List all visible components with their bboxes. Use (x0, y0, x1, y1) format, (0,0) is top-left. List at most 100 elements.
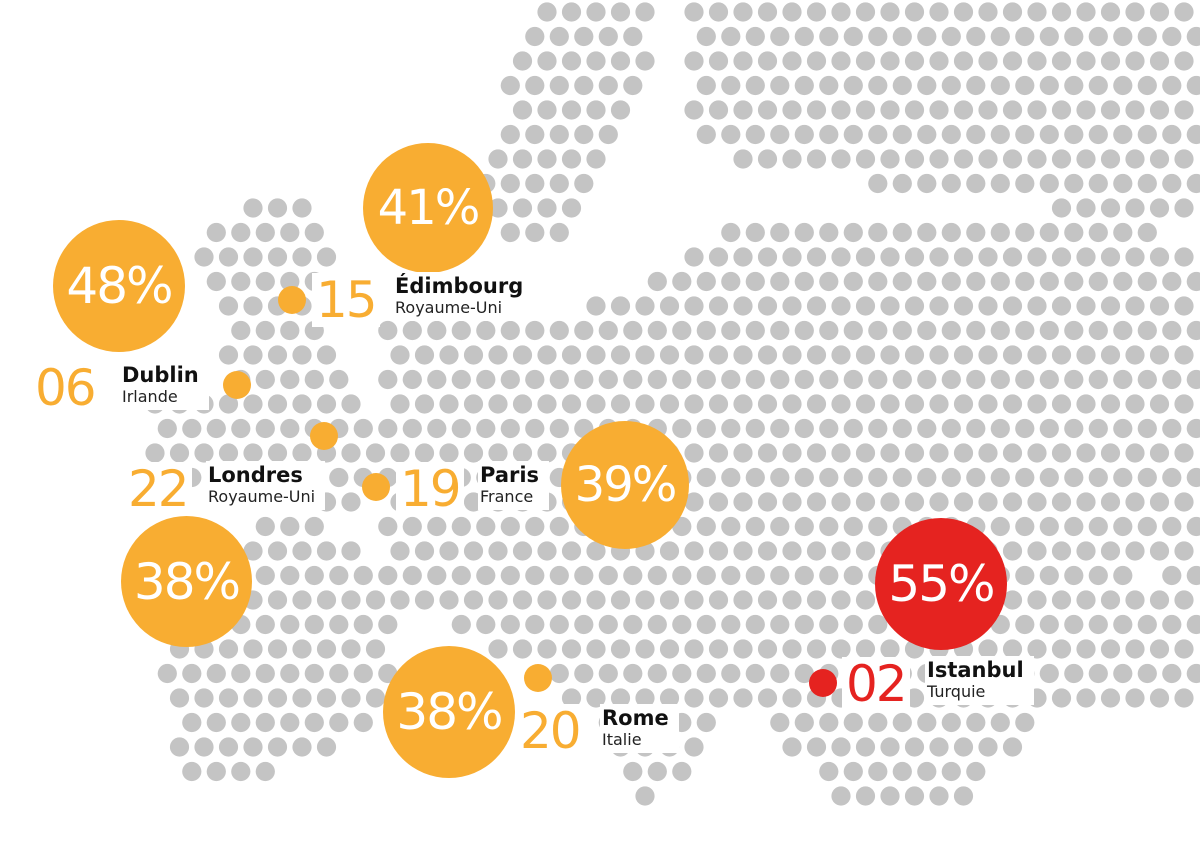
map-dot (782, 492, 802, 512)
londres-marker[interactable] (310, 422, 338, 450)
map-dot (990, 173, 1010, 194)
map-dot (243, 345, 263, 365)
map-dot (243, 688, 263, 708)
map-dot (169, 737, 190, 757)
map-dot (782, 149, 802, 169)
map-dot (941, 173, 961, 194)
map-dot (1039, 418, 1059, 439)
map-dot (610, 688, 631, 708)
map-dot (280, 222, 300, 243)
map-dot (990, 369, 1010, 390)
map-dot (672, 418, 692, 439)
map-dot (1186, 173, 1200, 194)
map-dot (549, 173, 569, 194)
map-dot (843, 761, 863, 782)
map-dot (1162, 26, 1182, 47)
map-dot (647, 369, 667, 390)
istanbul-marker[interactable] (809, 669, 837, 697)
map-dot (966, 320, 986, 341)
map-dot (978, 51, 998, 71)
map-dot (635, 296, 655, 316)
map-dot (917, 75, 937, 96)
map-dot (941, 26, 961, 47)
map-dot (770, 418, 790, 439)
map-dot (1113, 75, 1133, 96)
map-dot (512, 590, 533, 610)
map-dot (843, 75, 863, 96)
map-dot (721, 418, 741, 439)
map-dot (586, 51, 606, 71)
map-dot (880, 443, 900, 463)
londres-rank: 22 (124, 462, 192, 516)
map-dot (218, 688, 239, 708)
map-dot (1015, 369, 1035, 390)
map-dot (1162, 565, 1182, 586)
map-dot (770, 467, 790, 488)
map-dot (782, 51, 802, 71)
dublin-country-name: Irlande (122, 387, 178, 407)
map-dot (1039, 124, 1059, 145)
map-dot (880, 100, 900, 120)
map-dot (1100, 296, 1121, 316)
map-dot (990, 271, 1010, 292)
dublin-marker[interactable] (223, 371, 251, 399)
map-dot (390, 345, 410, 365)
map-dot (904, 786, 925, 806)
map-dot (525, 75, 545, 96)
map-dot (1039, 271, 1059, 292)
map-dot (586, 2, 606, 22)
map-dot (574, 565, 594, 586)
paris-marker[interactable] (362, 473, 390, 501)
map-dot (316, 590, 337, 610)
map-dot (635, 345, 655, 365)
map-dot (831, 786, 851, 806)
map-dot (855, 590, 876, 610)
map-dot (990, 320, 1010, 341)
map-dot (1137, 26, 1157, 47)
map-dot (488, 345, 508, 365)
map-dot (696, 369, 716, 390)
map-dot (537, 541, 557, 561)
paris-country-name: France (480, 487, 534, 507)
map-dot (1088, 614, 1108, 635)
map-dot (231, 663, 251, 684)
rome-marker[interactable] (524, 664, 552, 692)
map-dot (598, 75, 618, 96)
map-dot (855, 51, 876, 71)
map-dot (953, 492, 974, 512)
map-dot (341, 688, 361, 708)
map-dot (904, 149, 925, 169)
map-dot (1002, 541, 1023, 561)
map-dot (819, 565, 839, 586)
map-dot (966, 369, 986, 390)
map-dot (243, 737, 263, 757)
map-dot (218, 737, 239, 757)
map-dot (1064, 614, 1084, 635)
map-dot (917, 712, 937, 733)
map-dot (610, 51, 631, 71)
map-dot (953, 443, 974, 463)
edimbourg-marker[interactable] (278, 286, 306, 314)
edimbourg-country-name: Royaume-Uni (395, 298, 503, 318)
map-dot (880, 737, 900, 757)
map-dot (292, 394, 312, 414)
map-dot (1064, 173, 1084, 194)
map-dot (941, 320, 961, 341)
map-dot (267, 737, 288, 757)
map-dot (182, 418, 202, 439)
map-dot (684, 639, 704, 659)
map-dot (696, 467, 716, 488)
map-dot (892, 418, 912, 439)
map-dot (316, 345, 337, 365)
map-dot (708, 639, 729, 659)
map-dot (316, 639, 337, 659)
map-dot (598, 320, 618, 341)
edimbourg-percent-bubble: 41% (363, 143, 493, 273)
map-dot (292, 590, 312, 610)
map-dot (1100, 590, 1121, 610)
map-dot (304, 565, 324, 586)
map-dot (476, 369, 496, 390)
map-dot (770, 565, 790, 586)
map-dot (843, 614, 863, 635)
map-dot (855, 345, 876, 365)
